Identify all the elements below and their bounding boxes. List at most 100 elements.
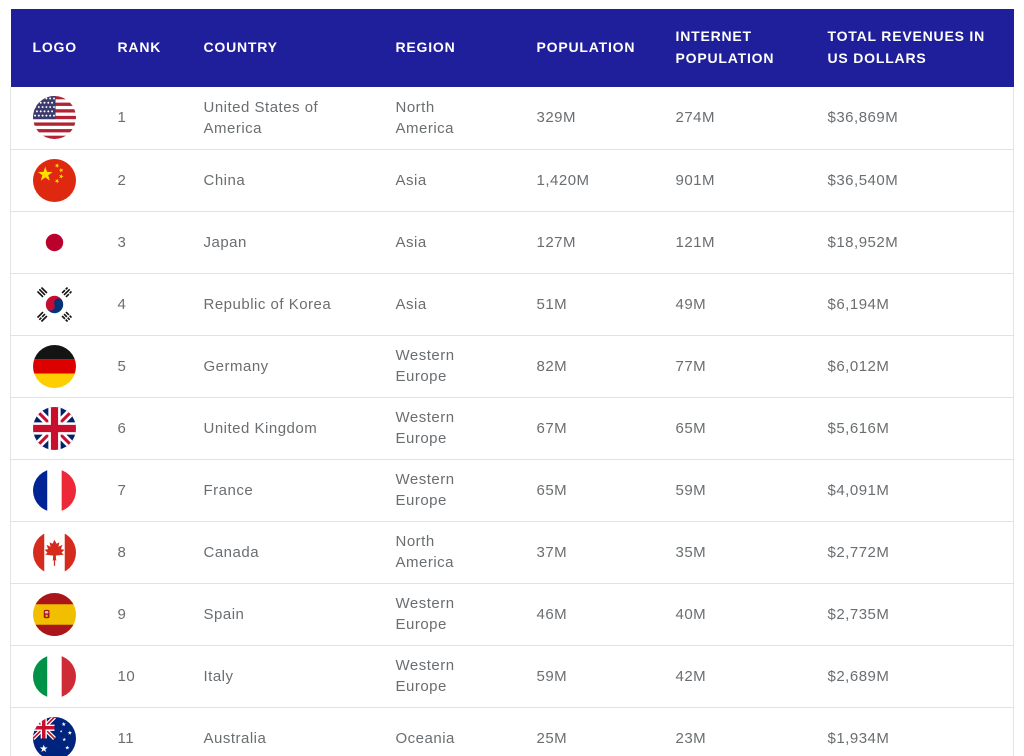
country-cell: United Kingdom: [203, 419, 318, 437]
logo-cell: [11, 149, 108, 211]
countries-table: LOGO RANK COUNTRY REGION POPULATION INTE…: [10, 9, 1014, 756]
rank-cell: 2: [117, 171, 127, 189]
table-body: 1 United States of America North America…: [10, 87, 1014, 756]
table-row: 7 France Western Europe 65M 59M $4,091M: [10, 459, 1014, 521]
region-cell: North America: [395, 98, 455, 137]
country-cell: France: [203, 481, 254, 499]
rank-cell: 3: [117, 233, 127, 251]
logo-cell: [11, 335, 108, 397]
rank-cell: 8: [117, 543, 127, 561]
logo-cell: [11, 459, 108, 521]
region-cell: Oceania: [395, 729, 455, 747]
rank-cell: 4: [117, 295, 127, 313]
country-cell: China: [203, 171, 246, 189]
population-cell: 59M: [536, 667, 568, 685]
rank-cell: 11: [117, 729, 135, 747]
table-row: 6 United Kingdom Western Europe 67M 65M …: [10, 397, 1014, 459]
country-cell: Japan: [203, 233, 247, 251]
region-cell: North America: [395, 533, 455, 571]
internet-population-cell: 274M: [675, 109, 716, 127]
table-row: 5 Germany Western Europe 82M 77M $6,012M: [10, 335, 1014, 397]
internet-population-cell: 42M: [675, 667, 707, 685]
country-cell: Germany: [203, 357, 269, 375]
population-cell: 37M: [536, 543, 568, 561]
column-header-population-label: POPULATION: [536, 39, 636, 56]
logo-cell: [11, 397, 108, 459]
column-header-country-label: COUNTRY: [203, 39, 278, 56]
column-header-region: REGION: [386, 9, 527, 87]
revenue-cell: $1,934M: [827, 729, 890, 747]
china-flag-icon: [33, 158, 76, 202]
internet-population-cell: 77M: [675, 357, 707, 375]
revenue-cell: $4,091M: [827, 481, 890, 499]
canada-flag-icon: [33, 530, 76, 574]
internet-population-cell: 121M: [675, 233, 716, 251]
country-cell: Italy: [203, 667, 234, 685]
internet-population-cell: 65M: [675, 419, 707, 437]
internet-population-cell: 23M: [675, 729, 707, 747]
population-cell: 25M: [536, 729, 568, 747]
germany-flag-icon: [33, 344, 76, 388]
population-cell: 51M: [536, 295, 568, 313]
column-header-revenue-label: TOTAL REVENUES IN US DOLLARS: [827, 28, 986, 66]
logo-cell: [11, 273, 108, 335]
country-cell: Australia: [203, 729, 267, 747]
logo-cell: [11, 583, 108, 645]
revenue-cell: $5,616M: [827, 419, 890, 437]
population-cell: 67M: [536, 419, 568, 437]
rank-cell: 1: [117, 109, 127, 127]
internet-population-cell: 49M: [675, 295, 707, 313]
rank-cell: 5: [117, 357, 127, 375]
revenue-cell: $2,772M: [827, 543, 890, 561]
column-header-region-label: REGION: [395, 39, 456, 56]
australia-flag-icon: [33, 716, 76, 756]
south-korea-flag-icon: [33, 282, 76, 326]
region-cell: Asia: [395, 295, 427, 313]
rank-cell: 9: [117, 605, 127, 623]
france-flag-icon: [33, 468, 76, 512]
region-cell: Asia: [395, 171, 427, 189]
country-cell: Canada: [203, 543, 260, 561]
country-cell: Spain: [203, 605, 245, 623]
population-cell: 46M: [536, 605, 568, 623]
region-cell: Western Europe: [395, 471, 455, 509]
country-cell: United States of America: [203, 98, 319, 137]
revenue-cell: $6,012M: [827, 357, 890, 375]
spain-flag-icon: [33, 592, 76, 636]
logo-cell: [11, 707, 108, 756]
table-row: 9 Spain Western Europe 46M 40M $2,735M: [10, 583, 1014, 645]
population-cell: 1,420M: [536, 171, 590, 189]
region-cell: Western Europe: [395, 409, 455, 447]
column-header-revenue: TOTAL REVENUES IN US DOLLARS: [818, 9, 1014, 87]
table-header: LOGO RANK COUNTRY REGION POPULATION INTE…: [10, 9, 1014, 87]
logo-cell: [11, 87, 108, 149]
table-row: 4 Republic of Korea Asia 51M 49M $6,194M: [10, 273, 1014, 335]
column-header-logo: LOGO: [11, 9, 108, 87]
internet-population-cell: 35M: [675, 543, 707, 561]
usa-flag-icon: [33, 96, 76, 140]
uk-flag-icon: [33, 406, 76, 450]
table-row: 1 United States of America North America…: [10, 87, 1014, 149]
column-header-logo-label: LOGO: [32, 39, 77, 56]
revenue-cell: $6,194M: [827, 295, 890, 313]
rank-cell: 10: [117, 667, 136, 685]
table-row: 10 Italy Western Europe 59M 42M $2,689M: [10, 645, 1014, 707]
logo-cell: [11, 211, 108, 273]
rank-cell: 7: [117, 481, 127, 499]
column-header-rank-label: RANK: [117, 39, 162, 56]
revenue-cell: $18,952M: [827, 233, 899, 251]
header-row: LOGO RANK COUNTRY REGION POPULATION INTE…: [10, 9, 1014, 87]
data-table: LOGO RANK COUNTRY REGION POPULATION INTE…: [10, 9, 1014, 756]
revenue-cell: $36,540M: [827, 171, 899, 189]
population-cell: 329M: [536, 109, 577, 127]
table-row: 3 Japan Asia 127M 121M $18,952M: [10, 211, 1014, 273]
region-cell: Western Europe: [395, 595, 455, 633]
logo-cell: [11, 521, 108, 583]
japan-flag-icon: [33, 220, 76, 264]
internet-population-cell: 901M: [675, 171, 716, 189]
column-header-internet-population: INTERNET POPULATION: [666, 9, 818, 87]
column-header-rank: RANK: [108, 9, 194, 87]
internet-population-cell: 40M: [675, 605, 707, 623]
population-cell: 127M: [536, 233, 577, 251]
region-cell: Western Europe: [395, 657, 455, 695]
